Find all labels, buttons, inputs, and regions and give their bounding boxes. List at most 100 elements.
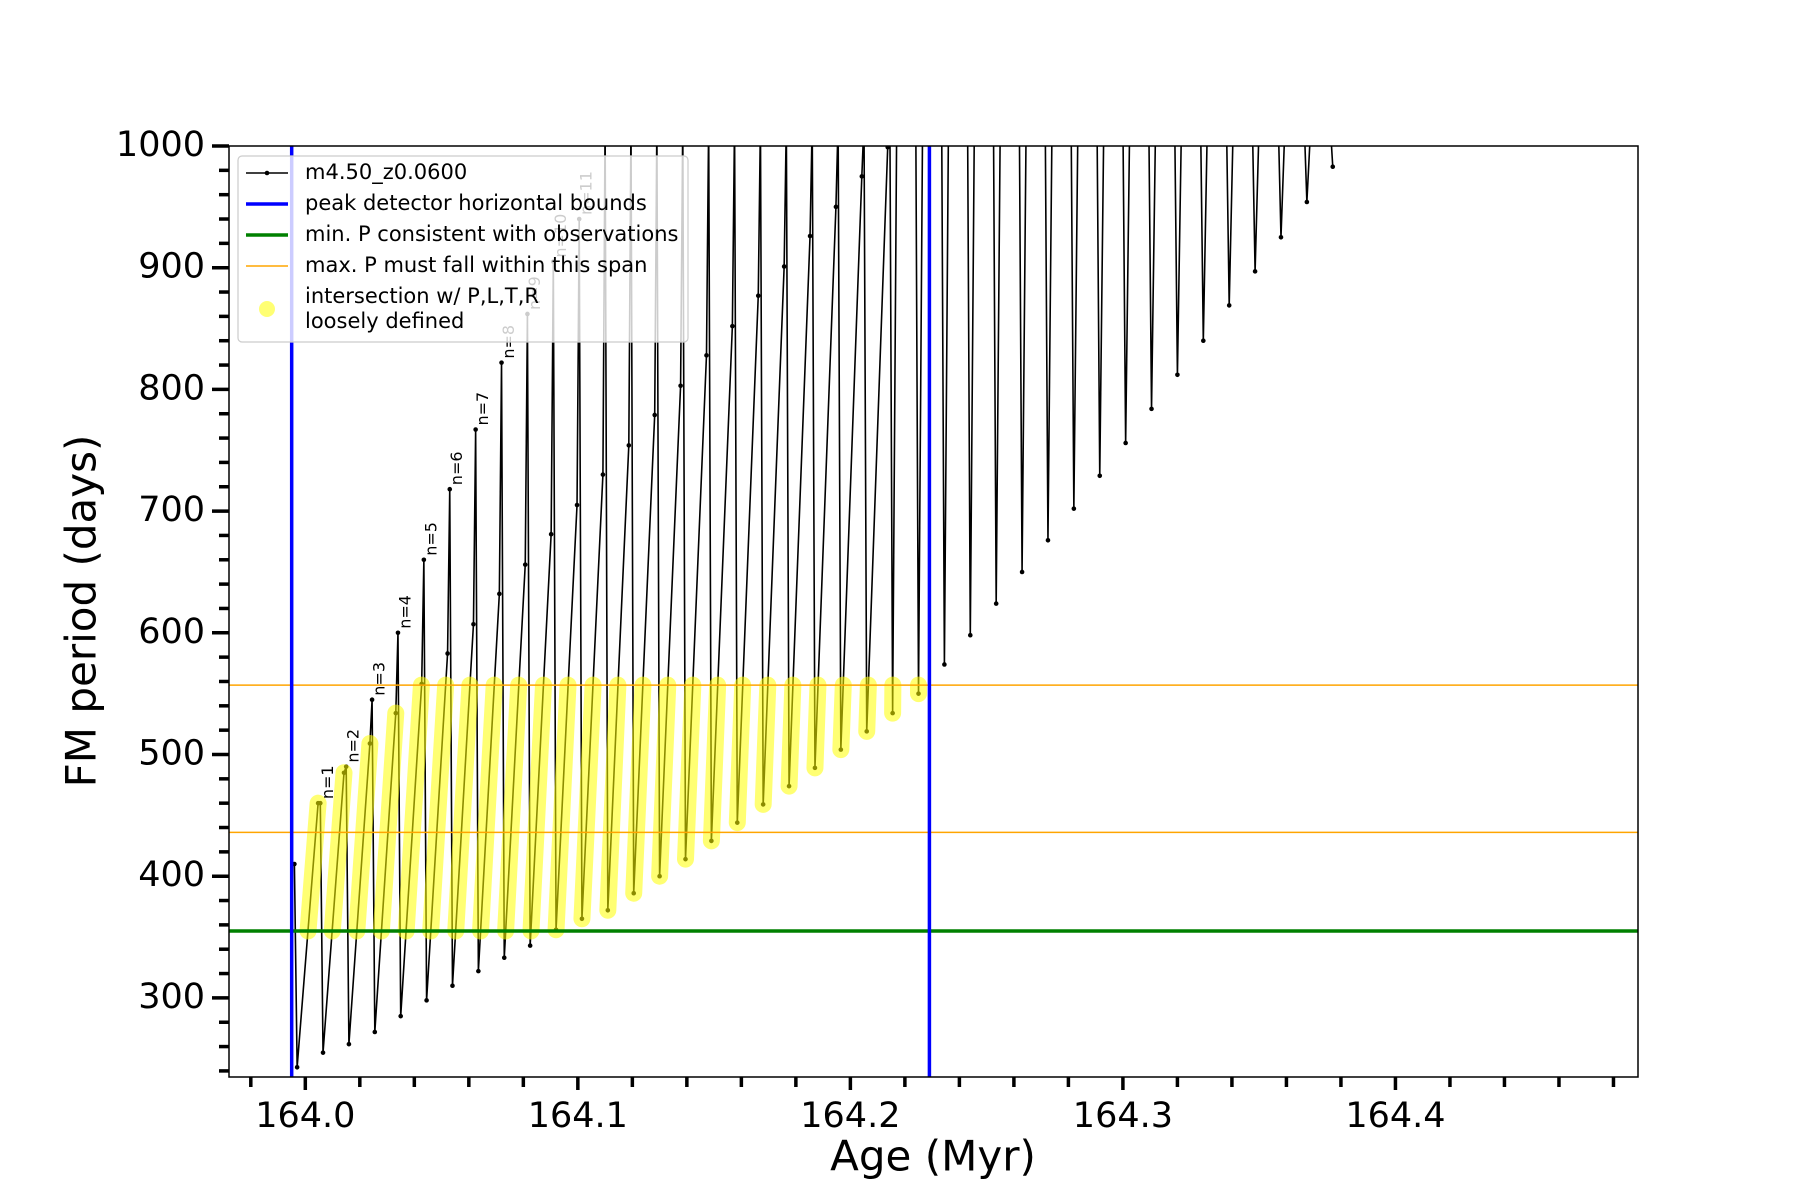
- data-point: [527, 943, 533, 948]
- x-tick-label: 164.3: [1073, 1096, 1173, 1136]
- intersection-highlight: [372, 704, 405, 940]
- pulse-label: n=7: [473, 392, 492, 426]
- intersection-highlight: [599, 676, 627, 919]
- intersection-highlight: [472, 676, 503, 940]
- axes-frame: [228, 145, 1639, 1078]
- data-point: [450, 983, 455, 989]
- intersection-highlight: [547, 676, 577, 939]
- intersection-highlight: [573, 676, 602, 928]
- data-point: [395, 630, 401, 636]
- legend-box: [237, 155, 689, 343]
- y-tick-label: 1000: [116, 125, 205, 165]
- intersection-highlight: [348, 735, 379, 940]
- data-point: [652, 412, 657, 418]
- pulse-label: n=6: [447, 451, 466, 485]
- data-point: [1304, 199, 1310, 205]
- data-point: [704, 353, 709, 358]
- x-tick-label: 164.4: [1345, 1096, 1445, 1136]
- data-point: [993, 601, 999, 606]
- data-point: [497, 591, 502, 597]
- intersection-highlight: [754, 676, 777, 813]
- intersection-highlight: [497, 676, 528, 940]
- intersection-highlight: [832, 676, 852, 759]
- data-point: [522, 562, 528, 567]
- data-point: [501, 955, 507, 961]
- y-tick-label: 800: [138, 368, 205, 408]
- pulse-label: n=2: [344, 729, 363, 763]
- text-line: intersection w/ P,L,T,R: [305, 284, 539, 308]
- data-point: [678, 383, 683, 389]
- legend-swatch: [259, 301, 275, 317]
- data-point: [1252, 269, 1258, 274]
- intersection-highlight: [299, 794, 327, 940]
- legend-label: min. P consistent with observations: [305, 222, 678, 246]
- intersection-highlight: [702, 676, 727, 850]
- intersection-highlight: [323, 764, 353, 940]
- data-point: [447, 486, 453, 492]
- x-tick-label: 164.1: [528, 1096, 628, 1136]
- data-point: [885, 146, 891, 150]
- data-point: [626, 443, 632, 448]
- data-point: [967, 632, 973, 638]
- data-point: [445, 651, 450, 656]
- data-point: [476, 968, 481, 974]
- data-point: [574, 502, 580, 508]
- intersection-highlight: [447, 676, 479, 940]
- data-point: [548, 531, 554, 537]
- data-point: [294, 1064, 300, 1070]
- y-tick-label: 700: [138, 490, 205, 530]
- data-point: [398, 1013, 403, 1019]
- y-tick-label: 300: [138, 977, 205, 1017]
- data-point: [807, 233, 813, 239]
- y-tick-label: 600: [138, 612, 205, 652]
- data-point: [730, 323, 735, 329]
- axes: 164.0 164.1 164.2 164.3 164.4 300 400 500 600 700…: [116, 125, 1639, 1136]
- data-point: [1071, 506, 1077, 511]
- legend-label: peak detector horizontal bounds: [305, 191, 647, 215]
- y-tick-label: 500: [138, 733, 205, 773]
- data-point: [473, 427, 478, 432]
- data-point: [781, 264, 787, 269]
- data-point: [942, 662, 947, 667]
- data-point: [1097, 473, 1103, 479]
- data-point: [424, 998, 429, 1003]
- series-line: [293, 146, 1334, 1068]
- pulse-label: n=3: [370, 662, 389, 696]
- intersection-highlight: [806, 676, 827, 777]
- y-tick-label: 400: [138, 855, 205, 895]
- intersection-highlight: [625, 676, 652, 902]
- data-point: [421, 557, 427, 563]
- data-point: [1201, 338, 1206, 344]
- legend-label: intersection w/ P,L,T,R loosely defined: [305, 284, 539, 333]
- intersection-highlight: [780, 676, 802, 795]
- data-point: [320, 1050, 326, 1055]
- data-point: [471, 621, 476, 627]
- data-point: [1019, 569, 1025, 575]
- data-point: [1045, 538, 1051, 543]
- pulse-label: n=5: [421, 522, 440, 556]
- data-point: [1278, 234, 1284, 240]
- x-tick-label: 164.0: [255, 1096, 355, 1136]
- data-point: [369, 697, 375, 703]
- data-point: [372, 1029, 378, 1035]
- data-point: [1226, 303, 1232, 308]
- data-point: [499, 360, 504, 365]
- x-axis-label: Age (Myr): [830, 1132, 1036, 1181]
- legend-label: m4.50_z0.0600: [305, 160, 467, 185]
- legend-swatch-marker: [264, 170, 270, 176]
- data-point: [1149, 406, 1154, 412]
- x-tick-label: 164.2: [800, 1096, 900, 1136]
- intersection-highlight: [858, 676, 877, 740]
- data-point: [1175, 372, 1180, 378]
- data-point: [755, 293, 761, 298]
- text-line: loosely defined: [305, 309, 464, 333]
- data-point: [346, 1041, 352, 1047]
- data-point: [1330, 164, 1336, 169]
- intersection-highlight: [397, 676, 430, 940]
- intersection-highlight: [651, 676, 677, 885]
- y-tick-label: 900: [138, 247, 205, 287]
- data-point: [833, 204, 839, 210]
